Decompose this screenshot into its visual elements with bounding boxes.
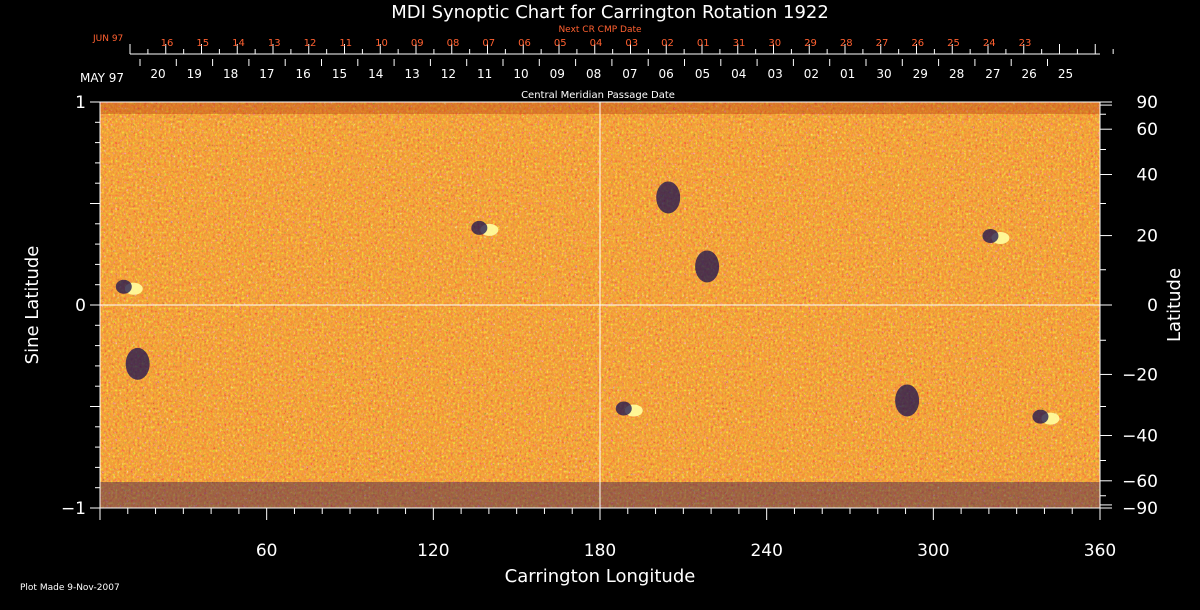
top-axis-tick-label: 03 [625, 38, 638, 49]
negative-polarity-region [1032, 409, 1049, 424]
top-axis-tick-label: 06 [518, 38, 531, 49]
top-axis-ticks: 16 15 14 13 12 11 10 09 08 07 06 05 04 03 02 01 31 30 29 28… [129, 38, 1114, 54]
left-y-axis-label: Sine Latitude [22, 246, 43, 365]
mid-axis-tick-label: 14 [368, 67, 383, 81]
top-axis-label: Next CR CMP Date [558, 25, 642, 35]
mid-axis-tick-label: 07 [622, 67, 637, 81]
mid-axis-tick-label: 08 [586, 67, 601, 81]
top-axis-tick-label: 02 [661, 38, 674, 49]
x-axis-tick-label: 360 [1084, 541, 1116, 561]
right-y-axis-tick-label: 20 [1136, 227, 1158, 247]
top-axis-tick-label: 14 [232, 38, 245, 49]
left-y-axis-tick-label: −1 [61, 499, 86, 519]
mid-axis-tick-label: 09 [550, 67, 565, 81]
top-axis-tick-label: 25 [947, 38, 960, 49]
negative-polarity-region [695, 250, 720, 283]
top-axis-month: JUN 97 [92, 34, 123, 44]
top-axis-tick-label: 12 [304, 38, 317, 49]
top-axis-tick-label: 27 [876, 38, 889, 49]
mid-axis-tick-label: 16 [296, 67, 311, 81]
negative-polarity-region [982, 229, 999, 244]
right-y-axis-tick-label: −60 [1122, 472, 1158, 492]
mid-axis-label: Central Meridian Passage Date [521, 90, 675, 101]
mid-axis-tick-label: 10 [513, 67, 528, 81]
right-y-axis-tick-label: 90 [1136, 93, 1158, 113]
negative-polarity-region [656, 181, 681, 214]
mid-axis-tick-label: 06 [659, 67, 674, 81]
mid-axis-tick-label: 17 [259, 67, 274, 81]
mid-axis-tick-label: 02 [804, 67, 819, 81]
x-axis-tick-label: 300 [917, 541, 949, 561]
negative-polarity-region [115, 279, 132, 294]
top-axis-tick-label: 07 [482, 38, 495, 49]
mid-axis-tick-label: 19 [187, 67, 202, 81]
right-y-axis-tick-label: 40 [1136, 166, 1158, 186]
right-y-axis-tick-label: 60 [1136, 120, 1158, 140]
right-y-axis-tick-label: 0 [1147, 296, 1158, 316]
x-axis-label: Carrington Longitude [505, 566, 696, 587]
top-axis-tick-label: 16 [161, 38, 174, 49]
mid-axis-tick-label: 03 [767, 67, 782, 81]
top-axis-tick-label: 23 [1019, 38, 1032, 49]
left-y-axis-ticks: 1 0 −1 [61, 93, 100, 519]
top-axis-tick-label: 29 [804, 38, 817, 49]
negative-polarity-region [895, 384, 920, 417]
top-axis-tick-label: 28 [840, 38, 853, 49]
right-y-axis-tick-label: −20 [1122, 365, 1158, 385]
top-axis-tick-label: 01 [697, 38, 710, 49]
mid-axis-tick-label: 28 [949, 67, 964, 81]
plot-made-note: Plot Made 9-Nov-2007 [20, 583, 120, 593]
top-axis-tick-label: 24 [983, 38, 996, 49]
left-y-axis-tick-label: 0 [75, 296, 86, 316]
top-axis-tick-label: 10 [375, 38, 388, 49]
top-axis-tick-label: 26 [911, 38, 924, 49]
mid-axis-tick-label: 15 [332, 67, 347, 81]
top-axis-tick-label: 04 [590, 38, 603, 49]
mid-axis-tick-label: 12 [441, 67, 456, 81]
negative-polarity-region [471, 220, 488, 235]
mid-axis-tick-label: 04 [731, 67, 746, 81]
right-y-axis-tick-label: −90 [1122, 499, 1158, 519]
right-y-axis-ticks: 90 60 40 20 0 −20 −40 −60 −90 [1100, 93, 1158, 519]
mid-axis-tick-label: 01 [840, 67, 855, 81]
right-y-axis-label: Latitude [1164, 268, 1185, 342]
top-axis-tick-label: 09 [411, 38, 424, 49]
mid-axis-tick-label: 25 [1058, 67, 1073, 81]
x-axis-tick-label: 180 [584, 541, 616, 561]
top-axis-tick-label: 15 [196, 38, 209, 49]
negative-polarity-region [615, 401, 632, 416]
x-axis-ticks: 60 120 180 240 300 360 [99, 508, 1116, 561]
mid-axis-tick-label: 20 [150, 67, 165, 81]
mid-axis-ticks: 20 19 18 17 16 15 14 13 12 11 10 09 08 07 06 05 04 03 02 01… [139, 59, 1073, 81]
mid-axis-tick-label: 11 [477, 67, 492, 81]
top-axis-tick-label: 08 [447, 38, 460, 49]
mid-axis-month: MAY 97 [80, 71, 124, 85]
mid-axis-tick-label: 18 [223, 67, 238, 81]
mid-axis-tick-label: 30 [876, 67, 891, 81]
x-axis-tick-label: 120 [417, 541, 449, 561]
top-axis-tick-label: 05 [554, 38, 567, 49]
mid-axis-tick-label: 29 [913, 67, 928, 81]
mid-axis-tick-label: 26 [1022, 67, 1037, 81]
top-axis-tick-label: 31 [733, 38, 746, 49]
active-regions [115, 181, 1060, 425]
top-axis-tick-label: 13 [268, 38, 281, 49]
top-axis-tick-label: 11 [339, 38, 352, 49]
negative-polarity-region [125, 347, 150, 380]
mid-axis-tick-label: 05 [695, 67, 710, 81]
x-axis-tick-label: 60 [256, 541, 278, 561]
x-axis-tick-label: 240 [750, 541, 782, 561]
mid-axis-tick-label: 27 [985, 67, 1000, 81]
left-y-axis-tick-label: 1 [75, 93, 86, 113]
right-y-axis-tick-label: −40 [1122, 426, 1158, 446]
chart-title: MDI Synoptic Chart for Carrington Rotati… [391, 2, 829, 23]
mid-axis-tick-label: 13 [404, 67, 419, 81]
top-axis-tick-label: 30 [768, 38, 781, 49]
